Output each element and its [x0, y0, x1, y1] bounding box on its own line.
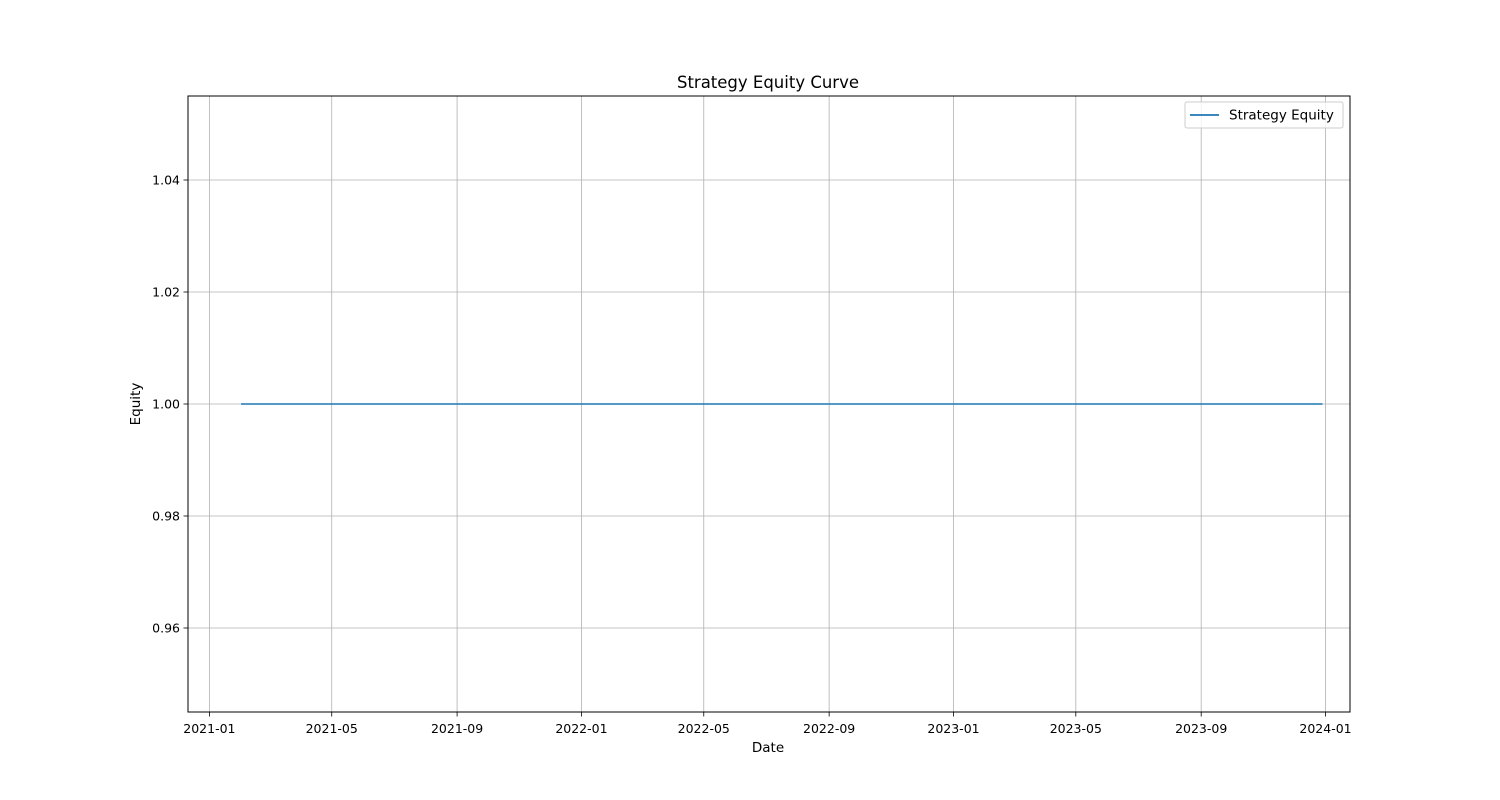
x-tick-label: 2022-05	[678, 721, 730, 736]
y-axis-ticks: 0.96 0.98 1.00 1.02 1.04	[152, 173, 188, 636]
x-tick-label: 2022-09	[803, 721, 855, 736]
x-tick-label: 2023-05	[1050, 721, 1102, 736]
x-tick-label: 2021-05	[306, 721, 358, 736]
x-axis-ticks: 2021-01 2021-05 2021-09 2022-01 2022-05 2022-…	[183, 712, 1352, 736]
x-tick-label: 2022-01	[555, 721, 607, 736]
y-tick-label: 0.98	[152, 509, 180, 524]
y-tick-label: 1.04	[152, 173, 180, 188]
x-tick-label: 2024-01	[1299, 721, 1351, 736]
y-axis-label: Equity	[128, 383, 144, 426]
x-axis-label: Date	[752, 740, 784, 756]
y-tick-label: 0.96	[152, 621, 180, 636]
legend: Strategy Equity	[1184, 101, 1344, 129]
x-tick-label: 2023-01	[927, 721, 979, 736]
grid	[188, 96, 1350, 712]
y-tick-label: 1.02	[152, 285, 180, 300]
legend-box	[1184, 101, 1344, 129]
chart-title: Strategy Equity Curve	[677, 73, 859, 92]
x-tick-label: 2023-09	[1175, 721, 1227, 736]
x-tick-label: 2021-09	[431, 721, 483, 736]
y-tick-label: 1.00	[152, 397, 180, 412]
x-tick-label: 2021-01	[183, 721, 235, 736]
legend-label-strategy-equity: Strategy Equity	[1229, 108, 1334, 124]
